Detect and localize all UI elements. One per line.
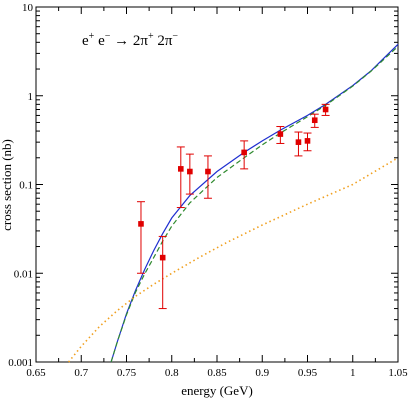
data-point-marker (159, 254, 166, 261)
plot-frame (35, 6, 399, 363)
x-tick-label: 0.95 (298, 367, 318, 379)
axis-ticks (35, 6, 399, 363)
data-points (136, 103, 330, 310)
y-tick-label: 1 (28, 91, 34, 103)
orange-dotted-curve (67, 157, 399, 363)
y-tick-label: 0.01 (14, 268, 33, 280)
x-tick-label: 1 (350, 367, 356, 379)
blue-solid-curve (110, 43, 399, 363)
data-point-marker (322, 106, 329, 113)
data-point-marker (277, 131, 284, 137)
data-point-marker (295, 139, 302, 145)
x-tick-label: 0.65 (26, 367, 46, 379)
x-tick-label: 0.85 (207, 367, 227, 379)
data-point-marker (178, 166, 184, 172)
x-tick-label: 1.05 (388, 367, 408, 379)
data-point-marker (311, 117, 318, 124)
y-tick-label: 0.1 (19, 180, 33, 192)
green-dashed-curve (110, 45, 399, 363)
x-tick-label: 0.9 (255, 367, 269, 379)
data-point-marker (138, 221, 144, 227)
y-tick-label: 10 (22, 2, 34, 14)
data-point-marker (304, 138, 311, 144)
data-point-marker (241, 149, 247, 156)
x-tick-label: 0.8 (165, 367, 179, 379)
y-axis-label: cross section (nb) (0, 139, 14, 231)
reaction-annotation: e+ e− → 2π+ 2π− (82, 31, 178, 49)
y-tick-label: 0.001 (8, 357, 33, 369)
data-point-marker (187, 168, 193, 175)
tick-labels: 0.65 0.7 0.75 0.8 0.85 0.9 0.95 1 1.05 0.001 0.01 0… (8, 2, 408, 379)
x-tick-label: 0.75 (117, 367, 137, 379)
model-curves (67, 43, 399, 363)
x-tick-label: 0.7 (74, 367, 88, 379)
data-point-marker (205, 168, 211, 175)
x-axis-label: energy (GeV) (181, 383, 253, 398)
